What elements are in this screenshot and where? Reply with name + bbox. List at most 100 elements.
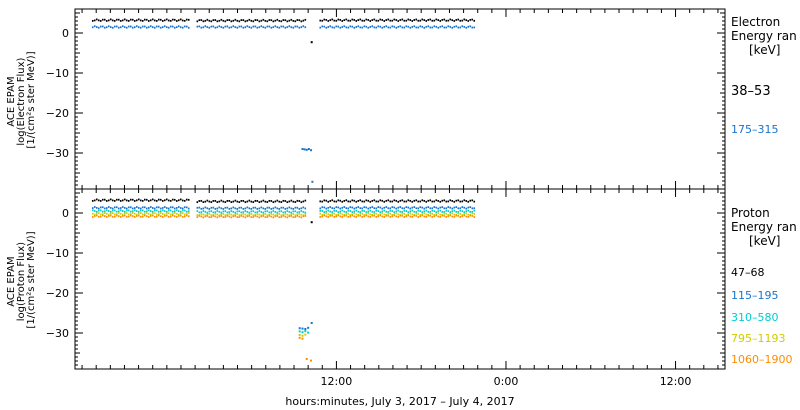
data-point	[123, 210, 126, 213]
data-point	[286, 213, 289, 216]
data-point	[109, 207, 112, 209]
data-point	[282, 199, 285, 202]
data-point	[351, 25, 354, 28]
data-point	[155, 206, 158, 209]
data-point	[284, 215, 287, 218]
data-point	[214, 212, 217, 215]
data-point	[230, 213, 233, 216]
data-point	[341, 200, 344, 203]
data-point	[337, 213, 340, 216]
data-point	[121, 206, 124, 208]
data-point	[165, 198, 168, 201]
data-point	[272, 210, 275, 212]
data-point	[169, 19, 172, 22]
data-point	[401, 207, 404, 210]
data-point	[294, 201, 297, 203]
data-point	[125, 209, 128, 212]
data-point	[393, 213, 396, 216]
data-point	[179, 214, 182, 217]
data-point	[119, 26, 122, 29]
data-point	[294, 216, 297, 218]
data-point	[467, 215, 470, 218]
data-point	[447, 206, 450, 208]
data-point	[228, 26, 231, 29]
data-point	[260, 215, 263, 218]
data-point	[305, 148, 308, 151]
data-point	[228, 212, 231, 215]
data-point	[399, 25, 402, 28]
data-point	[91, 212, 94, 215]
data-point	[137, 18, 140, 21]
data-point	[333, 209, 336, 212]
data-point	[161, 209, 164, 212]
data-point	[177, 210, 180, 213]
data-point	[304, 199, 307, 202]
data-point	[127, 215, 130, 218]
data-point	[270, 19, 273, 22]
data-point	[179, 198, 182, 201]
data-point	[403, 19, 406, 22]
data-point	[361, 26, 364, 29]
data-point	[469, 214, 472, 217]
data-point	[262, 26, 265, 29]
data-point	[425, 200, 428, 203]
data-point	[431, 26, 434, 29]
data-point	[234, 211, 237, 214]
data-point	[278, 216, 281, 219]
data-point	[429, 212, 432, 215]
data-point	[337, 25, 340, 28]
data-point	[407, 25, 410, 28]
data-point	[439, 215, 442, 218]
data-point	[234, 215, 237, 217]
data-point	[99, 200, 102, 202]
data-point	[103, 26, 106, 29]
data-point	[101, 198, 104, 201]
data-point	[274, 19, 277, 22]
data-point	[214, 215, 217, 218]
data-point	[284, 211, 287, 213]
data-point	[270, 208, 273, 210]
data-point	[359, 214, 362, 217]
data-point	[230, 207, 233, 210]
data-point	[451, 215, 454, 218]
data-point	[173, 210, 176, 213]
data-point	[119, 207, 122, 209]
data-point	[304, 207, 307, 210]
data-point	[177, 214, 180, 217]
data-point	[413, 25, 416, 28]
data-point	[244, 207, 247, 210]
data-point	[256, 212, 259, 215]
data-point	[220, 207, 223, 210]
data-point	[113, 206, 116, 209]
data-point	[264, 208, 267, 210]
data-point	[196, 206, 199, 209]
data-point	[103, 207, 106, 210]
data-point	[185, 25, 188, 28]
data-point	[149, 199, 152, 202]
data-point	[151, 212, 154, 215]
data-point	[331, 212, 334, 215]
data-point	[121, 19, 124, 22]
data-point	[125, 215, 128, 218]
data-point	[159, 210, 162, 213]
data-point	[113, 20, 116, 22]
data-point	[274, 25, 277, 28]
data-point	[185, 210, 188, 213]
axis-ticks-layer: 12:00 0:00 12:00 0 −10 −20 −30 0 −10 −20 −30	[46, 8, 725, 388]
data-point	[91, 209, 94, 212]
data-point	[292, 26, 295, 29]
data-point	[155, 215, 158, 218]
data-point	[310, 41, 313, 44]
data-point	[220, 213, 223, 216]
data-point	[397, 209, 400, 212]
data-point	[113, 200, 116, 202]
data-point	[304, 333, 307, 336]
data-point	[258, 210, 261, 212]
data-point	[208, 208, 211, 210]
data-point	[337, 199, 340, 202]
data-point	[216, 210, 219, 212]
data-point	[171, 198, 174, 201]
data-point	[401, 214, 404, 217]
data-point	[149, 214, 152, 217]
data-point	[139, 199, 142, 202]
